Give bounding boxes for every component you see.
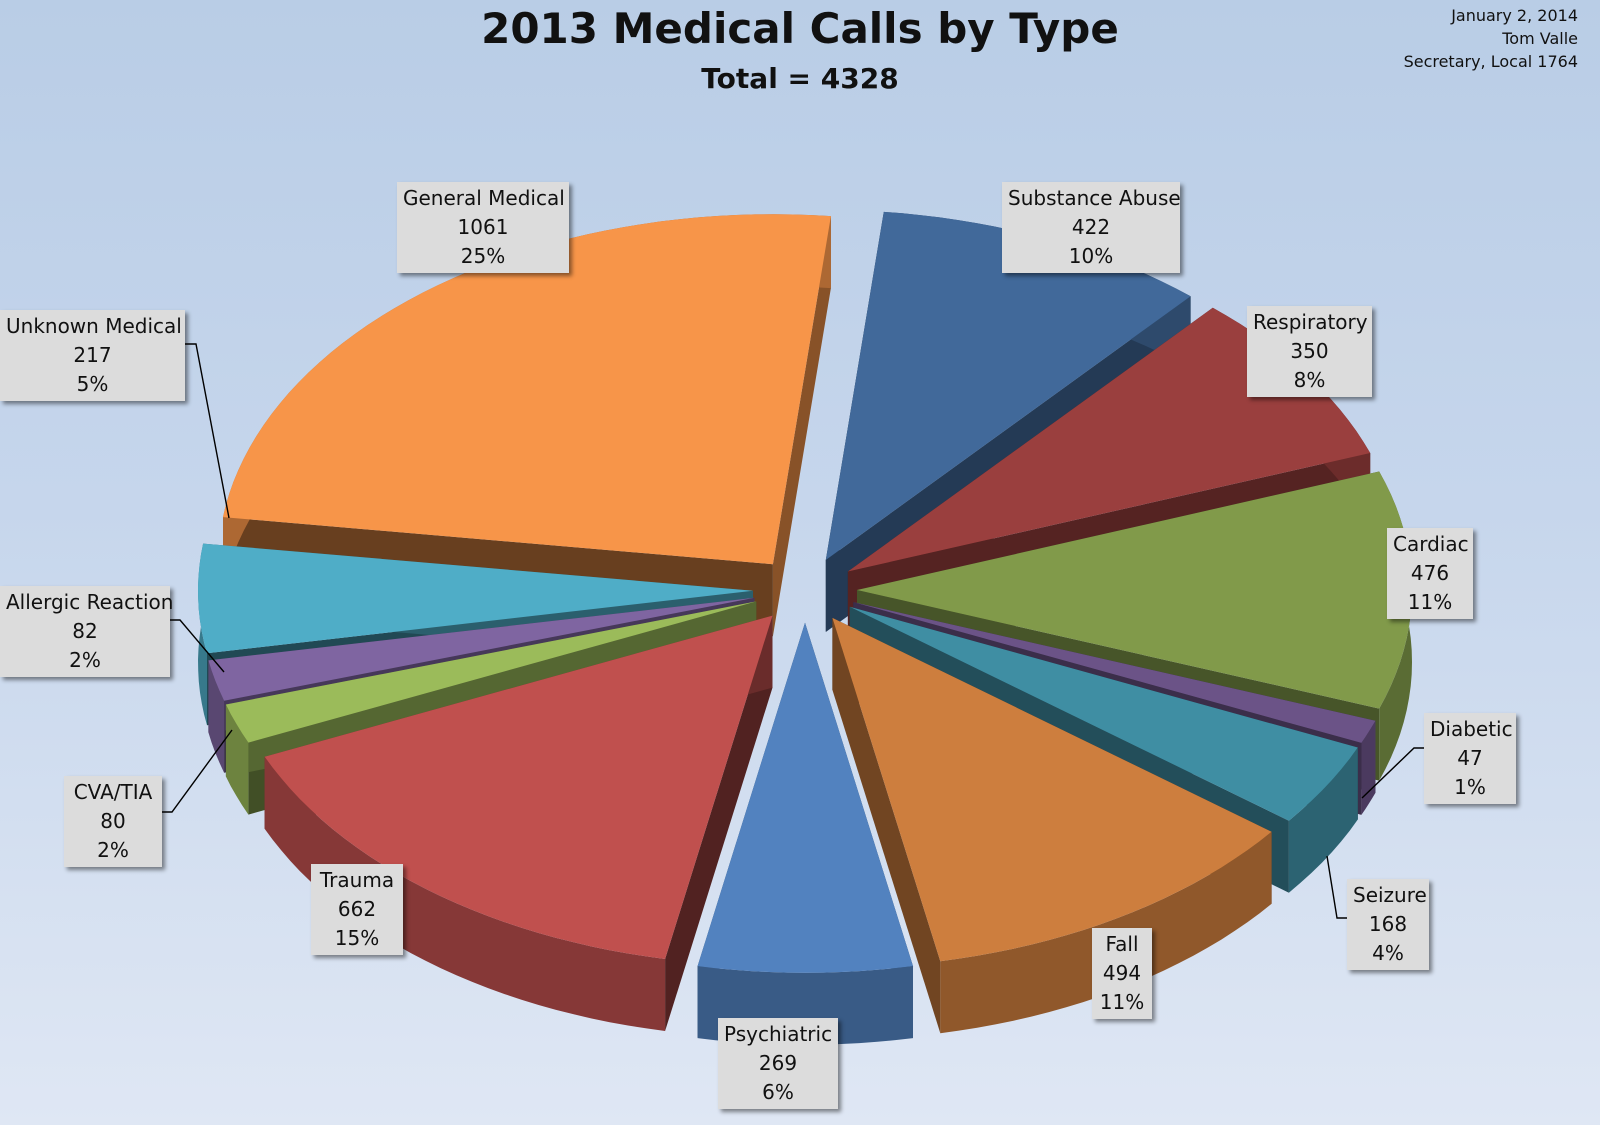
slice-name: General Medical [403,186,565,210]
slice-percent: 10% [1068,244,1114,268]
author-role: Secretary, Local 1764 [1403,52,1578,71]
data-label-cardiac: Cardiac 476 11% [1387,528,1473,619]
slice-name: CVA/TIA [73,780,153,804]
slice-percent: 25% [460,244,506,268]
slice-outer-wall [264,756,666,1031]
slice-top-face [264,615,773,959]
data-label-fall: Fall 494 11% [1092,928,1152,1019]
slice-value: 217 [73,343,112,367]
slice-percent: 2% [69,648,101,672]
data-label-cva-tia: CVA/TIA 80 2% [64,776,162,867]
chart-subtitle: Total = 4328 [701,62,899,95]
slice-value: 494 [1102,961,1142,985]
slice-value: 82 [72,619,98,643]
slice-outer-wall [1361,720,1376,815]
data-label-psychiatric: Psychiatric 269 6% [718,1018,838,1109]
leader-lines [162,343,1424,919]
slice-name: Trauma [319,868,395,892]
slice-top-face [825,211,1191,560]
leader-line-seizure [1326,855,1347,919]
author-info: January 2, 2014 Tom Valle Secretary, Loc… [1404,4,1578,73]
slice-value: 1061 [457,215,509,239]
pie-slice-psychiatric [697,622,913,1045]
slice-value: 168 [1368,912,1408,936]
slice-top-face [223,214,831,565]
slice-top-face [849,606,1358,821]
slice-value: 476 [1410,561,1450,585]
slice-value: 422 [1071,215,1111,239]
slice-value: 80 [100,809,126,833]
slice-side-face [665,615,773,1031]
slice-top-face [832,617,1272,962]
leader-line-cva-tia [162,729,233,813]
data-label-substance-abuse: Substance Abuse 422 10% [1002,182,1181,273]
slice-name: Allergic Reaction [6,590,174,614]
slice-side-face [832,617,941,1034]
data-label-diabetic: Diabetic 47 1% [1424,713,1516,804]
slice-name: Unknown Medical [6,314,182,338]
leader-line-allergic-reaction [170,619,225,673]
slice-name: Diabetic [1430,717,1513,741]
chart-title: 2013 Medical Calls by Type [481,4,1119,53]
slice-name: Seizure [1353,883,1427,907]
slice-name: Substance Abuse [1008,186,1181,210]
slice-top-face [847,307,1371,572]
slice-name: Psychiatric [724,1022,833,1046]
slice-name: Respiratory [1253,310,1368,334]
slice-percent: 11% [1099,990,1145,1014]
data-label-respiratory: Respiratory 350 8% [1247,306,1372,397]
data-label-trauma: Trauma 662 15% [311,864,403,955]
slice-value: 350 [1290,339,1329,363]
slice-top-face [198,543,753,654]
slice-side-face [772,216,831,637]
slice-name: Fall [1105,932,1139,956]
slice-outer-wall [225,704,249,815]
leader-line-unknown-medical [185,343,230,519]
leader-line-diabetic [1361,747,1424,799]
data-label-general-medical: General Medical 1061 25% [397,182,569,273]
slice-value: 662 [337,897,377,921]
author-name: Tom Valle [1502,29,1578,48]
slice-outer-wall [208,660,225,773]
slice-percent: 15% [334,926,380,950]
slice-percent: 11% [1407,590,1453,614]
data-label-allergic-reaction: Allergic Reaction 82 2% [0,586,174,677]
slice-percent: 4% [1372,941,1404,965]
slice-top-face [225,601,757,743]
pie-slice-trauma [264,615,773,1031]
slice-top-face [853,602,1376,743]
data-label-unknown-medical: Unknown Medical 217 5% [0,310,185,401]
slice-name: Cardiac [1393,532,1469,556]
slice-top-face [208,597,755,701]
slice-value: 47 [1457,746,1483,770]
slice-percent: 2% [97,838,129,862]
slice-percent: 6% [762,1080,794,1104]
slice-percent: 8% [1293,368,1326,392]
slice-percent: 1% [1454,775,1486,799]
slice-value: 269 [758,1051,798,1075]
slice-percent: 5% [76,372,109,396]
slice-outer-wall [1288,747,1358,893]
data-label-seizure: Seizure 168 4% [1347,879,1429,970]
slice-top-face [697,622,913,973]
report-date: January 2, 2014 [1451,6,1578,25]
slice-top-face [857,471,1412,709]
